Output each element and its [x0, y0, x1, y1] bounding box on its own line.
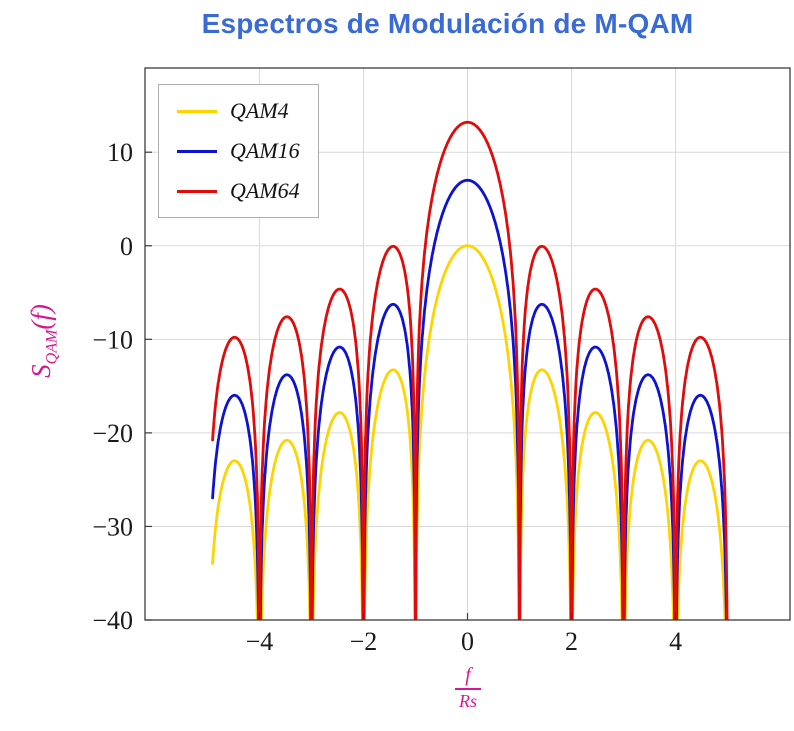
chart-title: Espectros de Modulación de M-QAM — [201, 8, 694, 39]
y-tick-label: −40 — [92, 606, 133, 635]
series-line-QAM16 — [211, 178, 729, 620]
series-line-QAM64 — [211, 120, 729, 620]
y-tick-label: −20 — [92, 419, 133, 448]
x-tick-label: 0 — [461, 627, 474, 656]
x-tick-label: 2 — [565, 627, 578, 656]
legend-item: QAM4 — [177, 98, 300, 124]
legend: QAM4 QAM16 QAM64 — [158, 84, 319, 218]
legend-label: QAM4 — [230, 98, 289, 123]
y-label-argument: (f) — [26, 304, 56, 330]
legend-swatch-qam4 — [177, 109, 217, 113]
y-tick-label: −30 — [92, 512, 133, 541]
y-tick-label: 0 — [120, 232, 133, 261]
x-tick-label: −2 — [350, 627, 378, 656]
y-label-subscript: QAM — [43, 329, 61, 365]
series-line-QAM4 — [211, 244, 729, 620]
legend-label: QAM64 — [230, 178, 300, 203]
x-tick-label: −4 — [246, 627, 274, 656]
y-axis-label: SQAM(f) — [24, 251, 61, 431]
x-label-denominator: Rs — [459, 691, 477, 711]
x-tick-label: 4 — [669, 627, 682, 656]
legend-label: QAM16 — [230, 138, 300, 163]
legend-swatch-qam64 — [177, 189, 217, 193]
y-label-symbol: S — [26, 364, 56, 378]
legend-item: QAM64 — [177, 178, 300, 204]
y-tick-label: −10 — [92, 325, 133, 354]
x-axis-label: f Rs — [442, 664, 494, 712]
series-group — [211, 120, 729, 620]
y-tick-label: 10 — [107, 138, 133, 167]
legend-swatch-qam16 — [177, 149, 217, 153]
legend-item: QAM16 — [177, 138, 300, 164]
fraction-bar — [455, 688, 481, 690]
x-label-numerator: f — [465, 664, 471, 686]
